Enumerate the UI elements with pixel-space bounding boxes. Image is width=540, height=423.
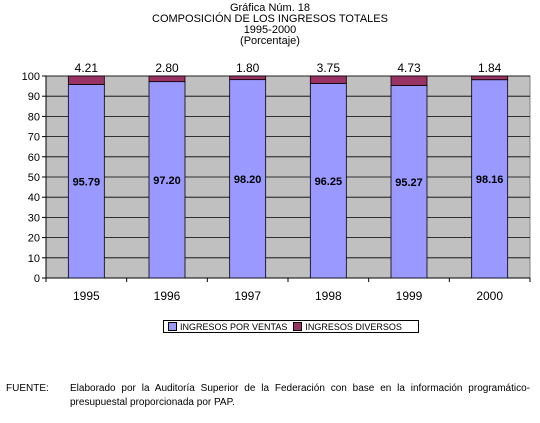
stacked-bar-chart: 0 10 20 30 40 50 60 70 80 90 100 95.79 4.21 1995 97.20… [22,61,531,303]
y-tick-label: 10 [28,253,40,265]
data-label-ventas: 95.79 [73,176,101,188]
y-tick-label: 40 [28,192,40,204]
data-label-diversos: 4.21 [75,61,99,75]
x-tick-label: 1996 [154,289,181,303]
data-label-ventas: 97.20 [153,175,181,187]
legend-label-diversos: INGRESOS DIVERSOS [305,321,402,332]
data-label-ventas: 96.25 [315,176,343,188]
bar-diversos [67,75,105,85]
data-label-ventas: 95.27 [395,177,423,189]
y-tick-label: 50 [28,172,40,184]
bar-diversos [148,75,186,83]
data-label-ventas: 98.20 [234,174,262,186]
y-tick-label: 70 [28,132,40,144]
chart-title: COMPOSICIÓN DE LOS INGRESOS TOTALES [152,13,388,25]
x-tick-label: 1995 [73,289,100,303]
y-tick-label: 90 [28,91,40,103]
x-tick-label: 2000 [476,289,503,303]
y-tick-label: 60 [28,152,40,164]
bar-ventas [67,84,105,279]
chart-unit: (Porcentaje) [240,35,300,47]
bar-ventas [229,79,267,279]
legend-label-ventas: INGRESOS POR VENTAS [180,321,288,332]
bar-diversos [309,75,347,84]
legend-item-ventas: INGRESOS POR VENTAS [168,322,287,332]
bar-ventas [471,79,509,279]
y-tick-label: 80 [28,111,40,123]
legend-item-diversos: INGRESOS DIVERSOS [293,322,402,332]
bar-ventas [309,83,347,279]
bar-diversos [471,75,509,81]
bar-diversos [229,75,267,81]
data-label-ventas: 98.16 [476,174,504,186]
x-tick-label: 1999 [396,289,423,303]
data-label-diversos: 2.80 [155,61,179,75]
y-tick-label: 0 [34,273,40,285]
source-label: FUENTE: [6,383,49,394]
chart-title-block: Gráfica Núm. 18 COMPOSICIÓN DE LOS INGRE… [0,3,540,47]
data-label-diversos: 1.80 [236,61,260,75]
data-label-diversos: 4.73 [397,61,421,75]
bar-diversos [390,75,428,86]
legend-swatch-diversos [293,322,303,331]
chart-number: Gráfica Núm. 18 [229,2,311,14]
y-tick-label: 100 [22,71,40,83]
y-tick-label: 20 [28,233,40,245]
data-label-diversos: 1.84 [478,61,502,75]
bar-ventas [390,85,428,279]
x-tick-label: 1998 [315,289,342,303]
chart-legend: INGRESOS POR VENTAS INGRESOS DIVERSOS [163,320,419,333]
legend-swatch-ventas [168,322,177,331]
x-tick-label: 1997 [234,289,261,303]
chart-period: 1995-2000 [243,24,297,36]
y-tick-label: 30 [28,212,40,224]
data-label-diversos: 3.75 [317,61,341,75]
source-text: Elaborado por la Auditoría Superior de l… [70,383,530,408]
